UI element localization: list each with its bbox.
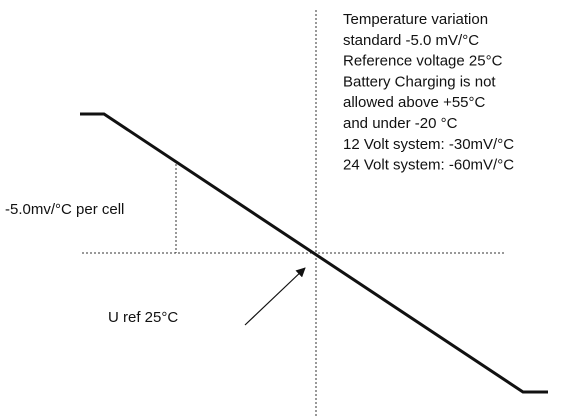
arrow — [244, 267, 306, 326]
uref-label: U ref 25°C — [108, 309, 178, 326]
note-line: 24 Volt system: -60mV/°C — [343, 157, 514, 174]
note-line: allowed above +55°C — [343, 94, 486, 111]
note-line: Battery Charging is not — [343, 73, 496, 90]
voltage-curve — [80, 112, 548, 394]
note-line: Reference voltage 25°C — [343, 53, 503, 70]
slope-label: -5.0mv/°C per cell — [5, 201, 124, 218]
note-line: Temperature variation — [343, 11, 488, 28]
notes: Temperature variation standard -5.0 mV/°C… — [343, 11, 514, 174]
note-line: 12 Volt system: -30mV/°C — [343, 136, 514, 153]
note-line: standard -5.0 mV/°C — [343, 32, 479, 49]
note-line: and under -20 °C — [343, 115, 458, 132]
